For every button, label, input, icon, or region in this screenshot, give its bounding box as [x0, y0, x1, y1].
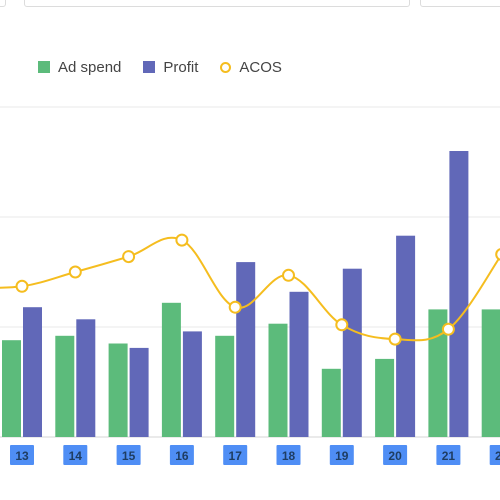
bar-profit-13[interactable] [23, 307, 42, 437]
acos-point-13[interactable] [15, 279, 29, 293]
bar-ad-spend-21[interactable] [428, 309, 448, 437]
ad-spend-swatch-icon [38, 61, 50, 73]
acos-line-layer [0, 233, 500, 346]
acos-swatch-icon [220, 61, 232, 73]
legend-item-ad-spend[interactable]: Ad spend [38, 59, 121, 76]
bar-ad-spend-20[interactable] [375, 358, 395, 437]
bar-profit-17[interactable] [236, 262, 256, 437]
acos-point-18[interactable] [282, 268, 295, 282]
filter-field-left[interactable] [0, 0, 6, 7]
bar-profit-19[interactable] [342, 268, 362, 437]
acos-point-14[interactable] [68, 265, 82, 279]
x-label-badge-13 [10, 445, 34, 465]
x-label-badge-16 [169, 445, 194, 465]
acos-point-21[interactable] [441, 322, 455, 336]
acos-point-19[interactable] [335, 318, 349, 332]
acos-point-17[interactable] [228, 300, 242, 314]
bar-profit-20[interactable] [396, 235, 416, 437]
profit-swatch-icon [143, 61, 156, 73]
bar-ad-spend-22[interactable] [481, 309, 500, 437]
x-tick-label-15: 15 [122, 449, 136, 463]
x-label-badge-21 [436, 445, 461, 465]
bar-profit-18[interactable] [289, 291, 309, 437]
x-label-badge-15 [116, 445, 141, 465]
x-tick-label-17: 17 [229, 449, 243, 463]
filter-field-main[interactable] [24, 0, 410, 7]
x-axis-labels: 1213141516171819202122 [10, 445, 500, 465]
x-label-badge-18 [276, 445, 301, 465]
bar-ad-spend-19[interactable] [321, 368, 341, 437]
x-tick-label-21: 21 [442, 449, 456, 463]
bar-ad-spend-14[interactable] [55, 335, 75, 437]
acos-point-22[interactable] [495, 248, 500, 261]
bar-profit-16[interactable] [182, 331, 202, 437]
x-tick-label-20: 20 [388, 449, 402, 463]
x-label-badge-17 [223, 445, 248, 465]
chart-bars [1, 151, 500, 438]
x-tick-label-22: 22 [495, 449, 500, 463]
legend-label-profit: Profit [163, 58, 199, 76]
legend-label-ad-spend: Ad spend [58, 58, 122, 76]
x-label-badge-19 [329, 445, 354, 465]
bar-profit-21[interactable] [449, 151, 469, 437]
bar-ad-spend-13[interactable] [1, 340, 21, 437]
chart-legend: Ad spend Profit ACOS [38, 57, 282, 77]
acos-point-15[interactable] [122, 250, 136, 264]
legend-item-profit[interactable]: Profit [143, 59, 198, 76]
bar-ad-spend-18[interactable] [268, 323, 288, 437]
x-tick-label-19: 19 [335, 449, 349, 463]
x-tick-label-18: 18 [282, 449, 296, 463]
bar-profit-14[interactable] [76, 319, 96, 437]
filter-field-right[interactable] [420, 0, 500, 7]
acos-point-20[interactable] [388, 332, 402, 346]
x-tick-label-14: 14 [69, 449, 83, 463]
x-label-badge-20 [383, 445, 408, 465]
x-tick-label-13: 13 [15, 449, 29, 463]
x-label-badge-14 [63, 445, 88, 465]
acos-point-16[interactable] [175, 233, 189, 247]
x-tick-label-16: 16 [175, 449, 189, 463]
legend-item-acos[interactable]: ACOS [220, 59, 282, 76]
bar-ad-spend-17[interactable] [215, 335, 235, 437]
bar-ad-spend-15[interactable] [108, 343, 128, 438]
legend-label-acos: ACOS [239, 58, 282, 76]
bar-profit-15[interactable] [129, 347, 149, 437]
bar-ad-spend-16[interactable] [161, 302, 181, 437]
filter-bar [0, 0, 500, 7]
x-label-badge-22 [489, 445, 500, 465]
